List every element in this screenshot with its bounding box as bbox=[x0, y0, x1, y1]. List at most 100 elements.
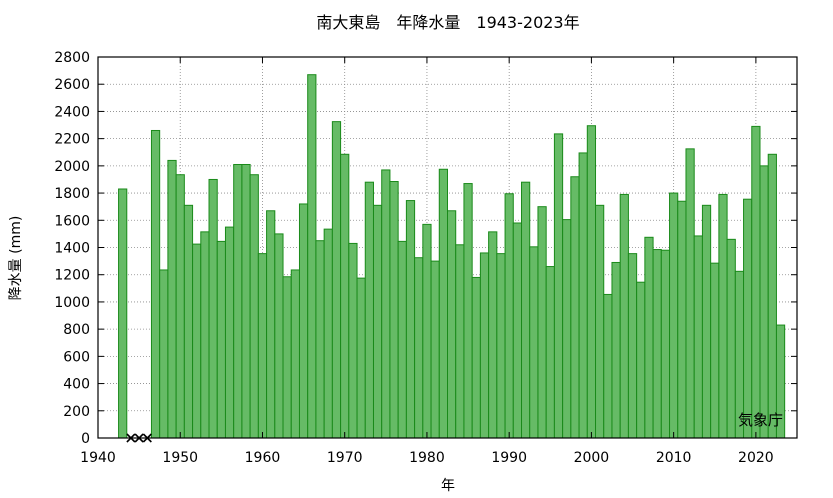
bar bbox=[257, 253, 268, 439]
y-tick-label: 400 bbox=[63, 377, 90, 393]
y-tick-label: 1800 bbox=[54, 186, 90, 202]
bar bbox=[636, 281, 646, 439]
bar bbox=[496, 253, 506, 439]
bar bbox=[553, 133, 564, 439]
bar bbox=[397, 240, 407, 439]
chart-title: 南大東島 年降水量 1943-2023年 bbox=[316, 13, 579, 32]
x-tick-label: 1990 bbox=[491, 450, 527, 466]
bar bbox=[200, 231, 210, 439]
bar bbox=[183, 204, 194, 439]
bar bbox=[241, 163, 251, 439]
bar bbox=[652, 249, 662, 439]
bar bbox=[422, 223, 432, 439]
bar bbox=[726, 238, 736, 439]
y-axis-label: 降水量 (mm) bbox=[8, 216, 24, 301]
bar bbox=[323, 228, 333, 439]
x-tick-label: 1970 bbox=[327, 450, 363, 466]
y-tick-label: 1000 bbox=[54, 295, 90, 311]
bar bbox=[249, 174, 259, 439]
bar bbox=[710, 262, 720, 439]
y-tick-label: 600 bbox=[63, 349, 90, 365]
bar bbox=[578, 152, 588, 439]
bar bbox=[759, 165, 769, 439]
bar bbox=[150, 129, 161, 439]
x-tick-label: 2010 bbox=[656, 450, 692, 466]
x-tick-label: 2020 bbox=[738, 450, 774, 466]
y-tick-label: 2400 bbox=[54, 104, 90, 120]
bar bbox=[479, 252, 490, 439]
bar bbox=[751, 125, 761, 439]
bar bbox=[298, 203, 309, 439]
bar bbox=[677, 200, 687, 439]
bar bbox=[414, 257, 424, 439]
y-tick-label: 1200 bbox=[54, 268, 90, 284]
bar bbox=[529, 246, 539, 439]
bar bbox=[372, 204, 383, 439]
x-tick-label: 1950 bbox=[162, 450, 198, 466]
y-tick-label: 1400 bbox=[54, 241, 90, 257]
y-tick-label: 0 bbox=[81, 431, 90, 447]
bar bbox=[562, 219, 572, 439]
bar bbox=[545, 266, 555, 439]
bar bbox=[389, 181, 399, 439]
bar bbox=[767, 153, 777, 439]
bar bbox=[611, 261, 621, 439]
bar bbox=[438, 168, 448, 439]
bar bbox=[290, 269, 300, 439]
x-tick-label: 1960 bbox=[245, 450, 281, 466]
y-tick-label: 2000 bbox=[54, 159, 90, 175]
bar bbox=[430, 260, 440, 439]
x-axis-label: 年 bbox=[441, 478, 455, 494]
bar bbox=[512, 222, 523, 439]
bar bbox=[595, 204, 605, 439]
bar bbox=[504, 193, 514, 439]
bar bbox=[463, 183, 473, 439]
bar bbox=[159, 269, 169, 439]
x-axis: 1940 1950 1960 1970 1980 1990 2000 2010 2020 bbox=[80, 57, 774, 466]
bar bbox=[315, 240, 325, 439]
bar bbox=[586, 125, 597, 439]
bar bbox=[570, 176, 580, 439]
bar bbox=[660, 249, 671, 439]
y-tick-label: 2200 bbox=[54, 132, 90, 148]
bar bbox=[455, 244, 465, 439]
bar bbox=[405, 200, 416, 439]
bar bbox=[447, 210, 457, 439]
y-tick-label: 200 bbox=[63, 404, 90, 420]
bar bbox=[488, 231, 498, 439]
y-tick-label: 2600 bbox=[54, 77, 90, 93]
bar bbox=[627, 253, 638, 439]
bar bbox=[208, 178, 218, 439]
bar bbox=[718, 193, 728, 439]
bar bbox=[224, 226, 235, 439]
bars bbox=[118, 74, 786, 439]
bar bbox=[175, 174, 185, 439]
bar bbox=[307, 74, 317, 439]
bar bbox=[192, 243, 202, 439]
bar bbox=[701, 204, 712, 439]
bar bbox=[685, 148, 695, 439]
bar bbox=[603, 293, 613, 439]
bar bbox=[381, 169, 391, 439]
bar bbox=[644, 236, 654, 439]
y-tick-label: 800 bbox=[63, 322, 90, 338]
x-tick-label: 2000 bbox=[574, 450, 610, 466]
bar bbox=[331, 121, 342, 439]
bar bbox=[266, 210, 276, 439]
bar bbox=[340, 153, 350, 439]
y-tick-label: 2800 bbox=[54, 50, 90, 66]
credit-label: 気象庁 bbox=[738, 411, 783, 429]
bar bbox=[233, 163, 243, 439]
y-tick-label: 1600 bbox=[54, 213, 90, 229]
bar bbox=[693, 235, 703, 439]
bar bbox=[282, 276, 292, 439]
bar bbox=[356, 277, 366, 439]
bar bbox=[364, 181, 374, 439]
y-axis: 0 200 400 600 800 1000 1200 1400 1600 1800 2000 220… bbox=[54, 50, 797, 447]
bar bbox=[521, 181, 531, 439]
bar bbox=[619, 193, 629, 439]
x-tick-label: 1940 bbox=[80, 450, 116, 466]
bar bbox=[274, 233, 284, 439]
bar bbox=[471, 276, 481, 439]
